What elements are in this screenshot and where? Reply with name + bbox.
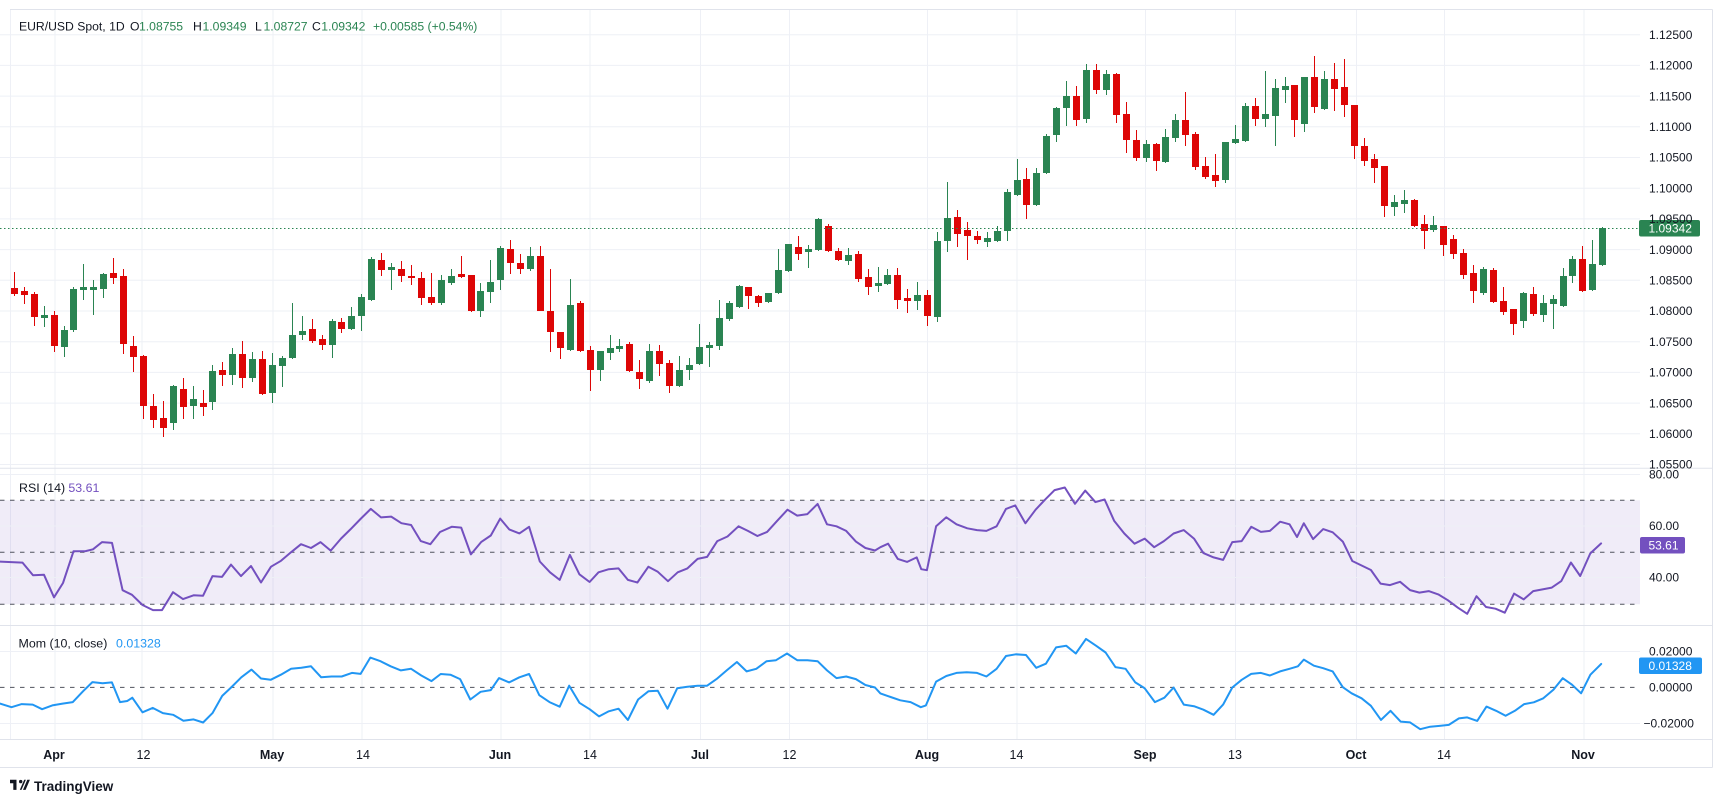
svg-text:1.08727: 1.08727 <box>264 19 308 33</box>
svg-text:1.08755: 1.08755 <box>139 19 183 33</box>
svg-text:May: May <box>260 748 284 762</box>
svg-text:EUR/USD Spot, 1D: EUR/USD Spot, 1D <box>19 19 125 33</box>
svg-text:−0.02000: −0.02000 <box>1644 717 1695 731</box>
svg-text:40.00: 40.00 <box>1649 571 1679 585</box>
svg-text:53.61: 53.61 <box>68 481 99 495</box>
svg-text:1.09500: 1.09500 <box>1649 212 1693 226</box>
svg-text:Aug: Aug <box>915 748 939 762</box>
svg-text:13: 13 <box>1228 748 1242 762</box>
svg-text:14: 14 <box>1437 748 1451 762</box>
svg-text:1.08500: 1.08500 <box>1649 274 1693 288</box>
svg-text:0.02000: 0.02000 <box>1649 645 1693 659</box>
svg-text:1.07500: 1.07500 <box>1649 335 1693 349</box>
svg-text:1.06000: 1.06000 <box>1649 427 1693 441</box>
svg-text:1.09000: 1.09000 <box>1649 243 1693 257</box>
svg-text:H: H <box>193 19 202 33</box>
svg-text:0.00000: 0.00000 <box>1649 681 1693 695</box>
svg-text:Sep: Sep <box>1134 748 1157 762</box>
svg-text:RSI (14): RSI (14) <box>19 481 65 495</box>
svg-text:1.08000: 1.08000 <box>1649 304 1693 318</box>
svg-text:C: C <box>312 19 321 33</box>
svg-text:1.09342: 1.09342 <box>1649 222 1693 236</box>
svg-text:14: 14 <box>1010 748 1024 762</box>
svg-text:1.11000: 1.11000 <box>1649 120 1692 134</box>
svg-text:1.10000: 1.10000 <box>1649 181 1693 195</box>
svg-text:+0.00585 (+0.54%): +0.00585 (+0.54%) <box>373 19 477 33</box>
svg-text:TradingView: TradingView <box>34 779 114 794</box>
svg-text:1.10500: 1.10500 <box>1649 151 1693 165</box>
svg-text:1.09349: 1.09349 <box>203 19 247 33</box>
svg-text:0.01328: 0.01328 <box>116 636 161 650</box>
svg-text:14: 14 <box>356 748 370 762</box>
svg-text:1.12500: 1.12500 <box>1649 28 1693 42</box>
svg-text:Oct: Oct <box>1346 748 1368 762</box>
svg-text:Jun: Jun <box>489 748 511 762</box>
svg-text:1.05500: 1.05500 <box>1649 458 1693 472</box>
svg-text:12: 12 <box>783 748 797 762</box>
svg-text:0.01328: 0.01328 <box>1649 659 1693 673</box>
svg-text:Apr: Apr <box>43 748 65 762</box>
svg-text:Jul: Jul <box>691 748 709 762</box>
svg-text:53.61: 53.61 <box>1649 539 1679 553</box>
svg-text:1.09342: 1.09342 <box>321 19 365 33</box>
svg-text:14: 14 <box>583 748 597 762</box>
svg-text:1.06500: 1.06500 <box>1649 396 1693 410</box>
svg-text:1.07000: 1.07000 <box>1649 366 1693 380</box>
svg-text:60.00: 60.00 <box>1649 519 1679 533</box>
svg-text:12: 12 <box>137 748 151 762</box>
svg-text:Nov: Nov <box>1571 748 1595 762</box>
svg-text:L: L <box>255 19 262 33</box>
svg-text:O: O <box>130 19 139 33</box>
svg-text:80.00: 80.00 <box>1649 468 1679 482</box>
svg-text:1.12000: 1.12000 <box>1649 59 1693 73</box>
svg-text:Mom (10, close): Mom (10, close) <box>19 636 108 650</box>
svg-text:1.11500: 1.11500 <box>1649 89 1692 103</box>
